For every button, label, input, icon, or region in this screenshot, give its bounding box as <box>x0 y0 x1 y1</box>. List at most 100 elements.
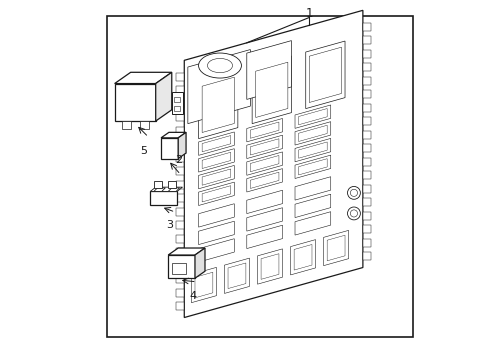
Polygon shape <box>247 225 283 249</box>
Text: 5: 5 <box>140 147 147 157</box>
Polygon shape <box>115 72 172 84</box>
Polygon shape <box>224 258 249 293</box>
Bar <box>176 262 184 270</box>
Bar <box>140 121 148 129</box>
Bar <box>176 167 184 175</box>
Polygon shape <box>154 188 165 192</box>
Polygon shape <box>295 194 331 217</box>
Ellipse shape <box>198 53 242 78</box>
Polygon shape <box>228 263 246 289</box>
Bar <box>176 194 184 202</box>
Bar <box>176 100 184 108</box>
Polygon shape <box>247 152 283 175</box>
Polygon shape <box>247 118 283 142</box>
Polygon shape <box>168 248 205 255</box>
Text: 2: 2 <box>175 156 182 165</box>
Polygon shape <box>198 221 234 244</box>
Polygon shape <box>250 172 279 188</box>
Bar <box>363 104 371 112</box>
Bar <box>176 73 184 81</box>
Bar <box>363 171 371 179</box>
Bar <box>176 275 184 283</box>
Bar <box>176 302 184 310</box>
Bar <box>363 50 371 58</box>
Bar <box>176 181 184 189</box>
Bar <box>176 127 184 135</box>
Polygon shape <box>202 186 231 202</box>
Ellipse shape <box>207 58 232 73</box>
Polygon shape <box>295 138 331 162</box>
Polygon shape <box>161 138 178 158</box>
Bar <box>363 63 371 71</box>
Polygon shape <box>161 132 186 138</box>
Polygon shape <box>252 56 292 123</box>
Polygon shape <box>247 135 283 158</box>
Circle shape <box>350 189 358 197</box>
Bar <box>363 239 371 247</box>
Polygon shape <box>295 155 331 179</box>
Polygon shape <box>250 139 279 155</box>
Bar <box>122 121 131 129</box>
Polygon shape <box>247 208 283 231</box>
Bar <box>173 106 180 111</box>
Bar <box>363 225 371 233</box>
Polygon shape <box>261 254 279 279</box>
Polygon shape <box>198 182 234 206</box>
Bar <box>363 131 371 139</box>
Bar <box>176 140 184 148</box>
Text: 4: 4 <box>190 291 197 301</box>
Bar <box>176 113 184 121</box>
Polygon shape <box>202 152 231 168</box>
Bar <box>363 212 371 220</box>
Polygon shape <box>323 230 348 266</box>
Bar <box>176 154 184 162</box>
Polygon shape <box>184 10 363 318</box>
Polygon shape <box>295 212 331 235</box>
Circle shape <box>347 207 360 220</box>
Polygon shape <box>168 255 195 278</box>
Bar <box>173 98 180 103</box>
Polygon shape <box>295 105 331 129</box>
Polygon shape <box>298 159 327 175</box>
Polygon shape <box>192 267 217 303</box>
Polygon shape <box>256 62 288 117</box>
Bar <box>176 235 184 243</box>
Polygon shape <box>178 132 186 158</box>
Bar <box>363 90 371 98</box>
Polygon shape <box>198 132 234 156</box>
Bar <box>107 16 413 337</box>
Polygon shape <box>172 93 183 114</box>
Bar <box>363 23 371 31</box>
Bar <box>176 248 184 256</box>
Polygon shape <box>298 109 327 125</box>
Bar <box>363 77 371 85</box>
Text: 3: 3 <box>167 220 173 230</box>
Polygon shape <box>198 165 234 189</box>
Polygon shape <box>154 181 162 188</box>
Polygon shape <box>168 188 180 192</box>
Polygon shape <box>202 136 231 152</box>
Circle shape <box>350 210 358 217</box>
Polygon shape <box>247 190 283 213</box>
Polygon shape <box>309 47 342 103</box>
Bar <box>363 117 371 125</box>
Polygon shape <box>202 77 234 132</box>
Polygon shape <box>258 249 283 284</box>
Polygon shape <box>247 41 292 99</box>
Polygon shape <box>188 50 250 123</box>
Bar <box>176 221 184 229</box>
Polygon shape <box>247 168 283 192</box>
Bar <box>363 36 371 44</box>
Polygon shape <box>156 72 172 121</box>
Polygon shape <box>115 84 156 121</box>
Bar <box>363 252 371 260</box>
Polygon shape <box>327 235 345 261</box>
Polygon shape <box>295 122 331 145</box>
Polygon shape <box>294 244 312 270</box>
Bar <box>176 289 184 297</box>
Polygon shape <box>291 240 316 275</box>
Polygon shape <box>168 181 176 188</box>
Bar <box>176 86 184 94</box>
Bar <box>363 185 371 193</box>
Polygon shape <box>195 248 205 278</box>
